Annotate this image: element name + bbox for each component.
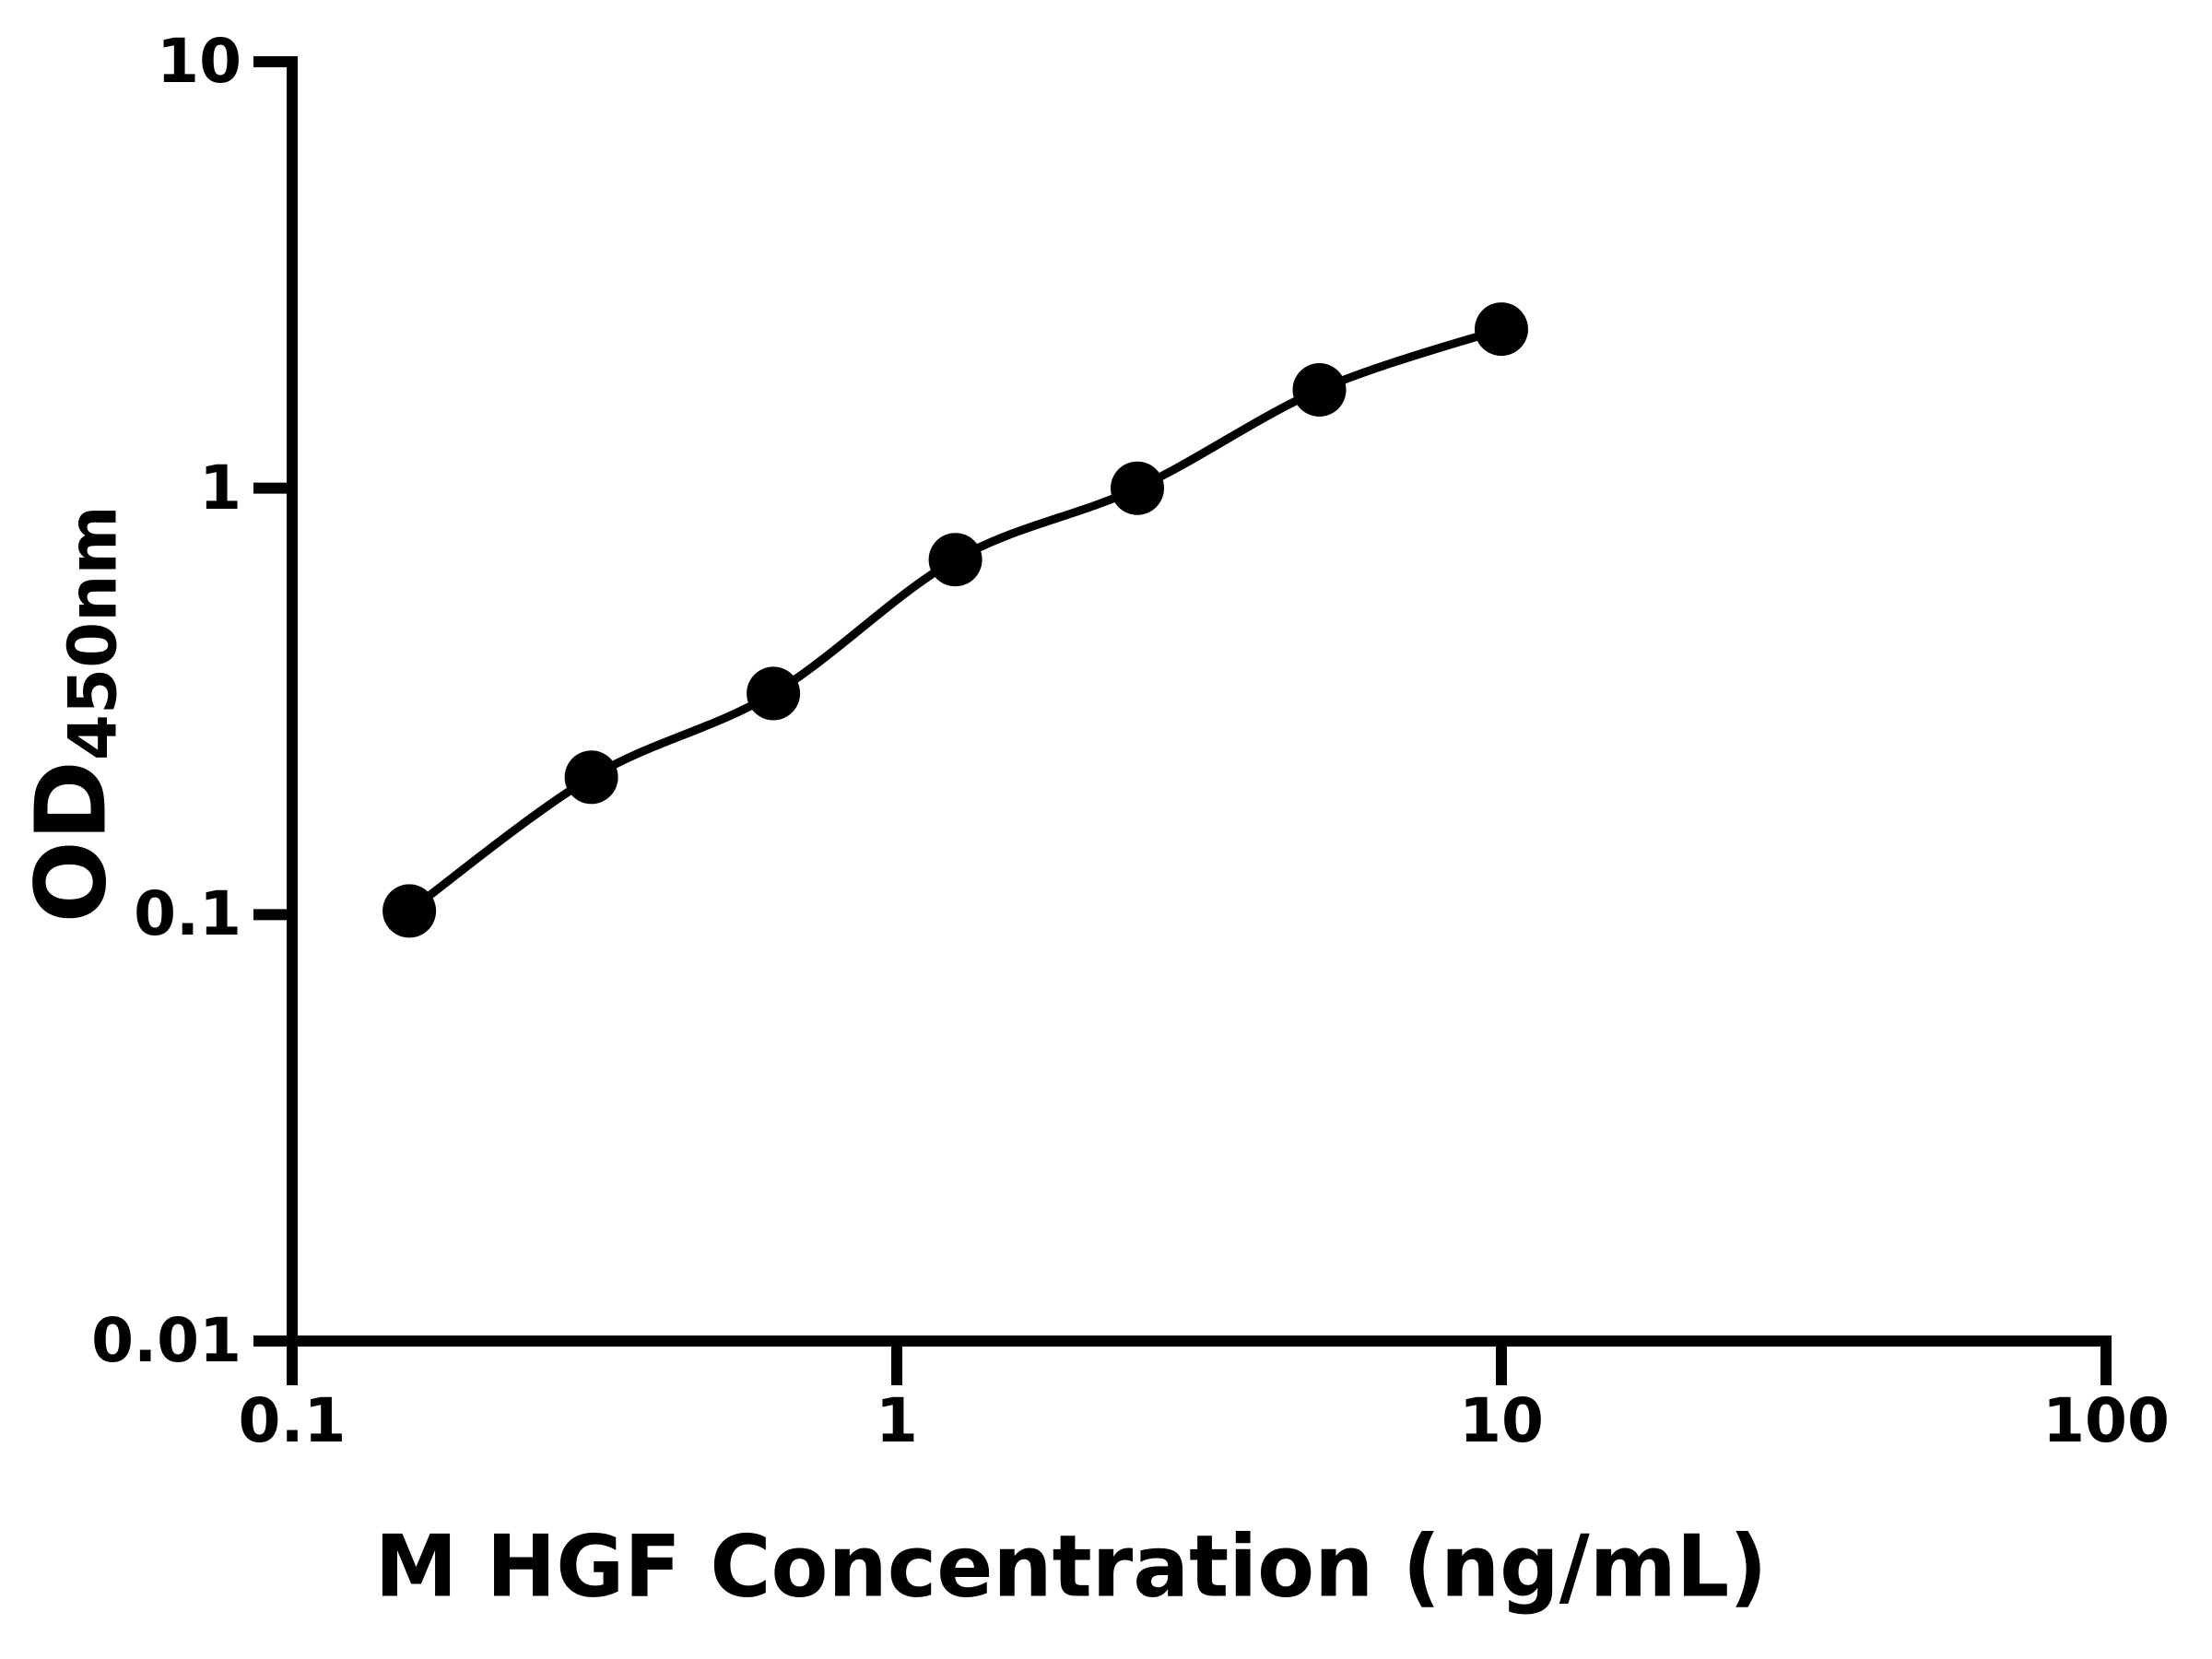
data-point-marker <box>1475 302 1528 357</box>
data-point-marker <box>382 884 437 938</box>
y-tick-label: 10 <box>157 26 241 97</box>
y-tick-label: 1 <box>199 452 241 524</box>
y-tick-label: 0.1 <box>134 878 241 950</box>
x-tick-label: 0.1 <box>238 1385 347 1456</box>
x-axis-title: M HGF Concentration (ng/mL) <box>374 1516 1768 1617</box>
y-axis-title: OD 450nm <box>15 506 132 924</box>
data-point-marker <box>928 533 982 587</box>
x-tick-label: 100 <box>2042 1385 2170 1456</box>
standard-curve-line <box>406 324 1503 915</box>
data-point-marker <box>1292 363 1347 417</box>
x-tick-label: 10 <box>1459 1385 1544 1456</box>
data-point-marker <box>1111 461 1164 515</box>
y-tick-label: 0.01 <box>91 1305 241 1376</box>
data-point-marker <box>564 750 618 805</box>
y-axis-title-main: OD <box>15 760 128 924</box>
x-tick-label: 1 <box>876 1385 918 1456</box>
y-axis-title-subscript: 450nm <box>53 505 132 761</box>
data-point-marker <box>747 666 801 721</box>
